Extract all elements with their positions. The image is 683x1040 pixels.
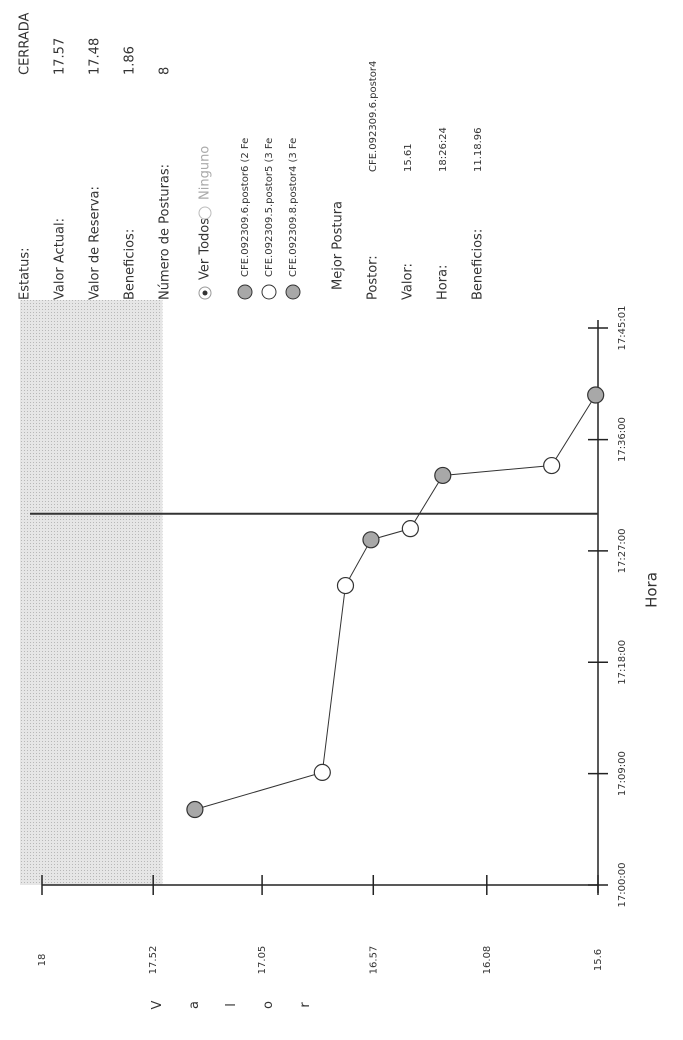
info-label: Estatus:: [18, 247, 33, 300]
info-label: Valor Actual:: [53, 218, 68, 300]
legend-label: CFE.092309.8.postor4 (3 Fe: [288, 138, 299, 277]
x-tick-label: 17:45:01: [617, 306, 628, 351]
y-tick-label: 18: [37, 954, 48, 967]
radio-button[interactable]: [198, 206, 212, 220]
legend-label: CFE.092309.6.postor6 (2 Fe: [240, 138, 251, 277]
best-label: Hora:: [436, 265, 451, 300]
info-value: 1.86: [123, 46, 138, 75]
legend-marker[interactable]: [237, 284, 253, 300]
best-value: 18:26:24: [438, 127, 449, 172]
bid-point: [186, 800, 204, 819]
best-value: 15.61: [403, 143, 414, 172]
y-axis-title: Valor: [150, 998, 335, 1013]
legend-marker[interactable]: [261, 284, 277, 300]
x-tick-label: 17:36:00: [617, 417, 628, 462]
bid-point: [313, 763, 331, 782]
best-title: Mejor Postura: [331, 201, 346, 290]
x-tick-label: 17:09:00: [617, 751, 628, 796]
reserve-zone: [20, 300, 163, 885]
info-value: 17.57: [53, 38, 68, 75]
info-value: 8: [158, 67, 173, 75]
bid-point: [587, 386, 605, 404]
info-value: 17.48: [88, 38, 103, 75]
legend-label: CFE.092309.5.postor5 (3 Fe: [264, 138, 275, 277]
x-tick-label: 17:18:00: [617, 640, 628, 685]
radio-label: Ninguno: [198, 146, 213, 200]
legend-marker[interactable]: [285, 284, 301, 300]
best-label: Beneficios:: [471, 229, 486, 300]
bid-point: [434, 466, 452, 485]
y-tick-label: 16.57: [368, 946, 379, 975]
y-tick-label: 17.05: [257, 946, 268, 975]
info-label: Beneficios:: [123, 229, 138, 300]
bid-point: [362, 531, 380, 549]
best-value: CFE.092309.6.postor4: [368, 61, 379, 172]
bid-point: [543, 456, 561, 475]
radio-label: Ver Todos: [198, 218, 213, 280]
best-label: Postor:: [366, 255, 381, 300]
x-tick-label: 17:00:00: [617, 863, 628, 908]
info-value: CERRADA: [18, 12, 33, 75]
bid-point: [401, 520, 419, 538]
y-tick-label: 15.6: [593, 949, 604, 971]
y-tick-label: 16.08: [482, 946, 493, 975]
info-label: Número de Posturas:: [158, 164, 173, 300]
info-label: Valor de Reserva:: [88, 186, 103, 300]
bid-line: [194, 394, 597, 811]
y-tick-label: 17.52: [148, 946, 159, 975]
x-axis-title: Hora: [643, 572, 661, 608]
bid-point: [336, 576, 355, 595]
x-tick-label: 17:27:00: [617, 528, 628, 573]
best-value: 11.18.96: [473, 127, 484, 172]
radio-dot: [202, 290, 208, 296]
best-label: Valor:: [401, 263, 416, 300]
